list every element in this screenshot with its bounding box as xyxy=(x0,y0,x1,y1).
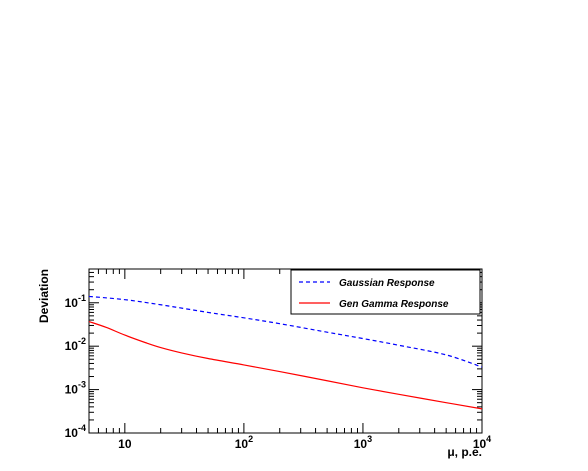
plot-frame xyxy=(88,268,483,434)
y-axis-label: Deviation xyxy=(37,269,51,323)
series-line-gaussian xyxy=(88,295,483,368)
x-tick-label: 103 xyxy=(354,434,372,451)
legend-box xyxy=(290,269,481,315)
axis-tick-labels: 10 102 103 104 10-4 10-3 10-2 10-1 xyxy=(65,293,492,451)
x-tick-label: 10 xyxy=(118,437,132,451)
y-tick-label: 10-4 xyxy=(65,423,86,440)
series-line-gen-gamma xyxy=(88,320,483,410)
x-tick-label: 102 xyxy=(235,434,253,451)
x-tick-label: 104 xyxy=(473,434,491,451)
y-tick-label: 10-2 xyxy=(65,336,86,353)
y-tick-label: 10-3 xyxy=(65,380,86,397)
x-axis-label: μ, p.e. xyxy=(447,445,482,459)
legend: Gaussian Response Gen Gamma Response xyxy=(290,269,481,315)
legend-label-gaussian: Gaussian Response xyxy=(339,278,435,289)
series-lines xyxy=(88,295,483,410)
legend-label-gen-gamma: Gen Gamma Response xyxy=(339,299,449,310)
y-tick-label: 10-1 xyxy=(65,293,86,310)
